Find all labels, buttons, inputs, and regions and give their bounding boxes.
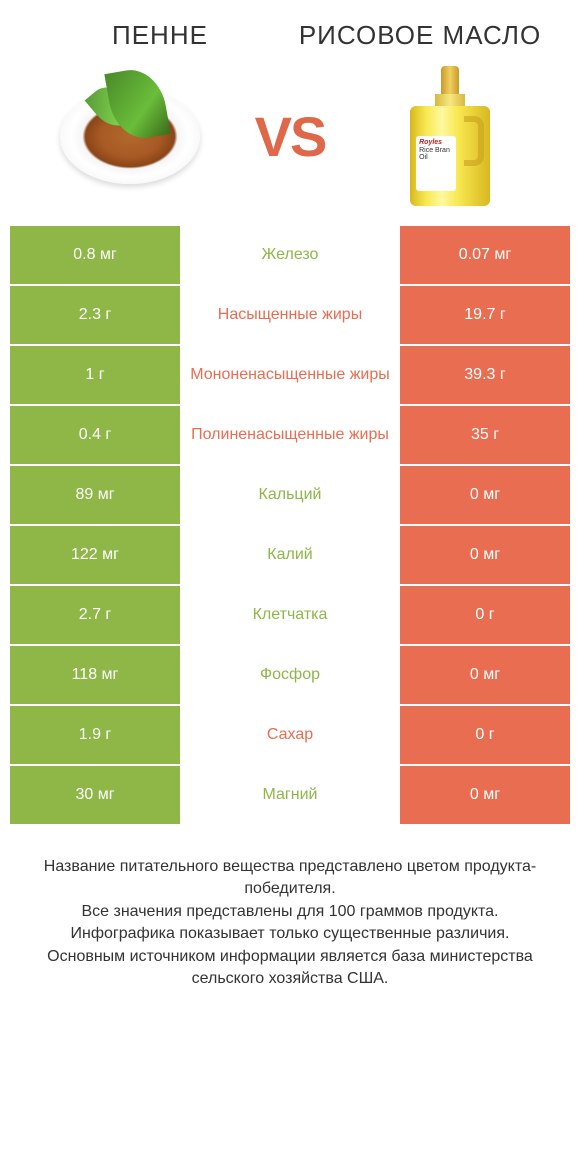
table-row: 118 мгФосфор0 мг (10, 646, 570, 704)
table-row: 0.8 мгЖелезо0.07 мг (10, 226, 570, 284)
nutrient-name: Калий (180, 526, 400, 584)
table-row: 30 мгМагний0 мг (10, 766, 570, 824)
right-value: 0 мг (400, 526, 570, 584)
footer-line-1: Название питательного вещества представл… (24, 856, 556, 901)
left-value: 122 мг (10, 526, 180, 584)
nutrient-name: Фосфор (180, 646, 400, 704)
bottle-brand: Royles (419, 139, 442, 146)
footer-line-2: Все значения представлены для 100 граммо… (24, 901, 556, 923)
nutrient-name: Насыщенные жиры (180, 286, 400, 344)
right-value: 39.3 г (400, 346, 570, 404)
nutrient-name: Железо (180, 226, 400, 284)
table-row: 1 гМононенасыщенные жиры39.3 г (10, 346, 570, 404)
left-value: 118 мг (10, 646, 180, 704)
header: ПЕННЕ РИСОВОЕ МАСЛО (0, 0, 580, 61)
left-value: 2.7 г (10, 586, 180, 644)
left-value: 0.8 мг (10, 226, 180, 284)
footer-line-3: Инфографика показывает только существенн… (24, 923, 556, 945)
table-row: 89 мгКальций0 мг (10, 466, 570, 524)
table-row: 2.3 гНасыщенные жиры19.7 г (10, 286, 570, 344)
nutrient-name: Клетчатка (180, 586, 400, 644)
penne-image (55, 76, 205, 196)
nutrient-name: Полиненасыщенные жиры (180, 406, 400, 464)
right-value: 0 г (400, 706, 570, 764)
right-value: 0 мг (400, 766, 570, 824)
table-row: 0.4 гПолиненасыщенные жиры35 г (10, 406, 570, 464)
left-value: 1.9 г (10, 706, 180, 764)
rice-oil-image: Royles Rice Bran Oil (375, 76, 525, 196)
left-value: 0.4 г (10, 406, 180, 464)
right-value: 0.07 мг (400, 226, 570, 284)
right-value: 0 мг (400, 646, 570, 704)
comparison-table: 0.8 мгЖелезо0.07 мг2.3 гНасыщенные жиры1… (0, 226, 580, 826)
right-value: 19.7 г (400, 286, 570, 344)
left-value: 89 мг (10, 466, 180, 524)
vs-label: VS (255, 104, 326, 169)
right-value: 35 г (400, 406, 570, 464)
bottle-label-text: Rice Bran Oil (419, 147, 450, 162)
nutrient-name: Сахар (180, 706, 400, 764)
table-row: 2.7 гКлетчатка0 г (10, 586, 570, 644)
product-right-title: РИСОВОЕ МАСЛО (290, 20, 550, 51)
left-value: 1 г (10, 346, 180, 404)
footer-line-4: Основным источником информации является … (24, 946, 556, 991)
table-row: 122 мгКалий0 мг (10, 526, 570, 584)
right-value: 0 мг (400, 466, 570, 524)
left-value: 2.3 г (10, 286, 180, 344)
nutrient-name: Кальций (180, 466, 400, 524)
nutrient-name: Мононенасыщенные жиры (180, 346, 400, 404)
nutrient-name: Магний (180, 766, 400, 824)
product-left-title: ПЕННЕ (30, 20, 290, 51)
right-value: 0 г (400, 586, 570, 644)
left-value: 30 мг (10, 766, 180, 824)
product-images-row: VS Royles Rice Bran Oil (0, 61, 580, 226)
footer-notes: Название питательного вещества представл… (0, 826, 580, 990)
table-row: 1.9 гСахар0 г (10, 706, 570, 764)
